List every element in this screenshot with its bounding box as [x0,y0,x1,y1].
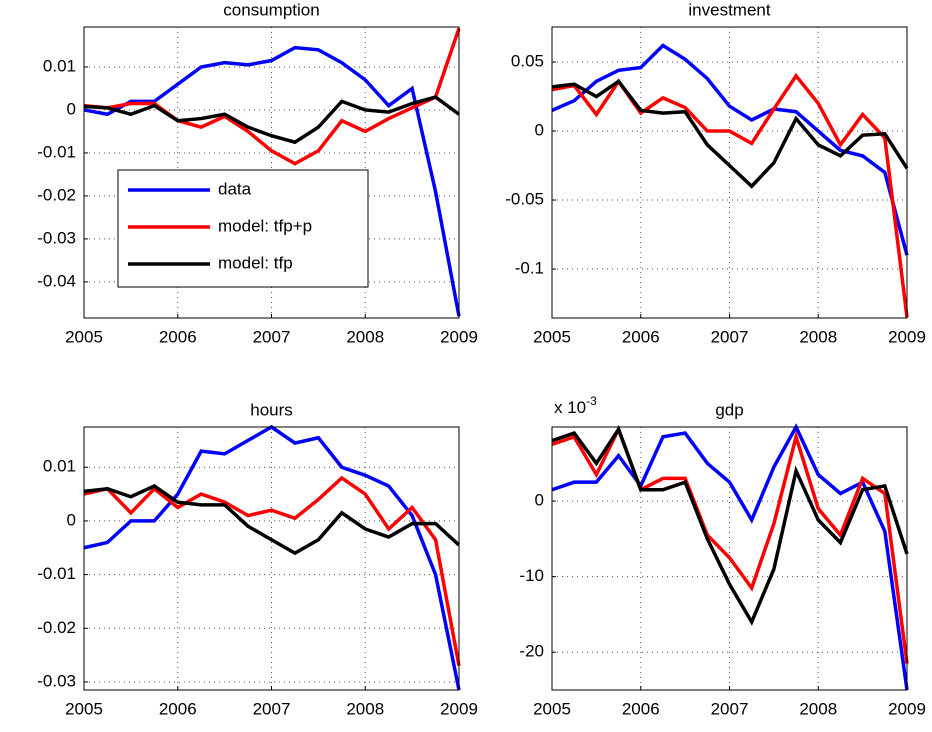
series-line [551,43,909,256]
x-tick-label: 2006 [622,327,660,346]
legend-label: model: tfp+p [218,216,312,235]
x-tick-label: 2009 [440,327,478,346]
y-tick-label: -0.04 [37,271,76,290]
legend-label: data [218,179,252,198]
series-line [551,72,909,318]
y-tick-label: 0.01 [43,56,76,75]
series-line [83,484,461,556]
x-tick-label: 2008 [799,699,837,718]
plot-frame [551,426,908,691]
x-tick-label: 2005 [65,699,103,718]
plot-frame [551,26,908,319]
subplot-title: hours [250,400,293,419]
y-tick-label: 0 [67,510,76,529]
multiplier-exponent: -3 [586,394,597,408]
y-tick-label: 0 [535,491,544,510]
x-tick-label: 2005 [533,699,571,718]
y-tick-label: -0.05 [505,190,544,209]
series-line [83,27,461,166]
x-tick-label: 2008 [346,327,384,346]
y-tick-label: -0.01 [37,564,76,583]
y-tick-label: -10 [519,566,544,585]
y-multiplier: x 10-3 [554,394,597,417]
x-tick-label: 2007 [253,699,291,718]
x-tick-label: 2008 [346,699,384,718]
plot-frame [83,426,460,691]
series-line [551,423,909,691]
plot-frame [83,26,460,319]
x-tick-label: 2009 [888,699,926,718]
series-line [551,425,909,626]
x-tick-label: 2009 [888,327,926,346]
y-tick-label: 0 [67,99,76,118]
x-tick-label: 2005 [533,327,571,346]
x-tick-label: 2007 [711,327,749,346]
y-tick-label: 0 [535,121,544,140]
subplot: investment 2005 2006 2007 2008 2009 -0.1 -0.05 0… [505,0,926,346]
y-tick-label: -0.02 [37,618,76,637]
x-tick-label: 2009 [440,699,478,718]
x-tick-label: 2006 [159,699,197,718]
y-tick-label: -0.03 [37,671,76,690]
subplot-title: gdp [715,400,743,419]
x-tick-label: 2007 [253,327,291,346]
subplot-title: consumption [223,0,319,19]
y-tick-label: -0.1 [515,259,544,278]
y-tick-label: 0.01 [43,457,76,476]
y-tick-label: -0.01 [37,142,76,161]
y-tick-label: 0.05 [511,52,544,71]
subplot: consumption 2005 2006 2007 2008 2009 -0.04 -0.0… [37,0,478,346]
legend-label: model: tfp [218,253,293,272]
series-line [83,45,461,317]
x-tick-label: 2008 [799,327,837,346]
series-line [83,424,461,691]
series-line [551,424,909,664]
subplot: hours 2005 2006 2007 2008 2009 -0.03 -0.02 -0.01… [37,400,478,718]
x-tick-label: 2005 [65,327,103,346]
series-line [83,475,461,667]
x-tick-label: 2007 [711,699,749,718]
y-tick-label: -0.02 [37,185,76,204]
series-line [83,95,461,145]
y-tick-label: -20 [519,642,544,661]
x-tick-label: 2006 [622,699,660,718]
x-tick-label: 2006 [159,327,197,346]
multiplier-base: x 10 [554,398,586,417]
subplot: gdp 2005 2006 2007 2008 2009 -20 -10 0 x 10-3 [519,394,925,718]
y-tick-label: -0.03 [37,228,76,247]
subplot-title: investment [688,0,770,19]
series-line [551,78,909,189]
